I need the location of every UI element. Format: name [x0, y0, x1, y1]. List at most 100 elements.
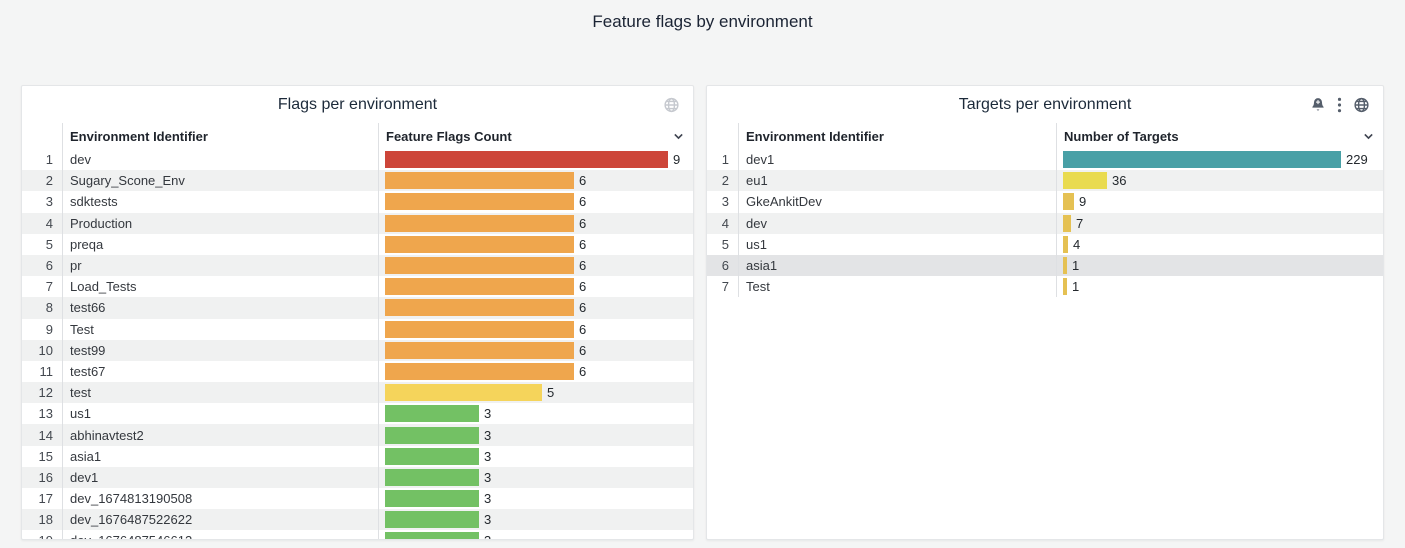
bar-gauge-cell: 6 [378, 233, 693, 255]
environment-identifier-cell: dev1 [738, 149, 1056, 171]
bar-value-label: 3 [484, 448, 492, 464]
table-row: 2 Sugary_Scone_Env 6 [22, 170, 693, 192]
environment-identifier-cell: asia1 [62, 445, 378, 467]
table-row: 3 GkeAnkitDev 9 [707, 191, 1383, 213]
column-header-environment-identifier[interactable]: Environment Identifier [62, 123, 378, 149]
row-index: 16 [38, 469, 53, 485]
table-row: 4 dev 7 [707, 212, 1383, 234]
bar-gauge [385, 511, 479, 529]
environment-identifier-cell: test99 [62, 339, 378, 361]
table-body: 1 dev1 229 2 eu1 36 3 GkeAnkitDev 9 4 dev 7 5 us1 4 6 as… [707, 149, 1383, 298]
row-index: 12 [38, 385, 53, 401]
table-row: 7 Load_Tests 6 [22, 276, 693, 298]
bar-value-label: 6 [579, 173, 587, 189]
table-row: 5 preqa 6 [22, 233, 693, 255]
bar-gauge-cell: 5 [378, 382, 693, 404]
panel-flags-per-environment: Flags per environment Environment Identi… [21, 85, 694, 540]
table-header-row: Environment Identifier Number of Targets [707, 123, 1383, 149]
bar-gauge [385, 257, 574, 275]
bar-value-label: 6 [579, 194, 587, 210]
bar-gauge [385, 426, 479, 444]
table-row: 16 dev1 3 [22, 466, 693, 488]
kebab-menu-icon[interactable] [1337, 96, 1342, 113]
row-index: 4 [45, 215, 53, 231]
bar-gauge-cell: 3 [378, 445, 693, 467]
environment-identifier-cell: test67 [62, 360, 378, 383]
bar-value-label: 3 [484, 427, 492, 443]
environment-identifier-cell: dev1 [62, 466, 378, 488]
row-index: 3 [45, 194, 53, 210]
environment-identifier-cell: preqa [62, 233, 378, 255]
bar-gauge [385, 235, 574, 253]
chevron-down-icon[interactable] [1362, 130, 1375, 143]
bar-value-label: 3 [484, 533, 491, 539]
bar-gauge [1063, 193, 1074, 211]
panel-title[interactable]: Flags per environment [277, 95, 438, 113]
bar-value-label: 3 [484, 406, 492, 422]
table-body: 1 dev 9 2 Sugary_Scone_Env 6 3 sdktests 6 4 Produc… [22, 149, 693, 539]
column-header-number-of-targets[interactable]: Number of Targets [1056, 123, 1383, 149]
globe-icon[interactable] [663, 96, 680, 113]
row-index: 6 [45, 258, 53, 274]
bar-value-label: 9 [1079, 194, 1087, 210]
bar-gauge-cell: 1 [1056, 276, 1383, 298]
chevron-down-icon[interactable] [672, 130, 685, 143]
environment-identifier-cell: dev_1674813190508 [62, 488, 378, 510]
table-row: 9 Test 6 [22, 318, 693, 340]
table-row: 11 test67 6 [22, 360, 693, 383]
row-index: 15 [38, 448, 53, 464]
row-index: 2 [721, 173, 729, 189]
panel-title[interactable]: Targets per environment [958, 95, 1132, 113]
environment-identifier-cell: Test [738, 276, 1056, 298]
bar-value-label: 6 [579, 236, 587, 252]
bar-gauge-cell: 6 [378, 276, 693, 298]
column-header-label: Feature Flags Count [386, 128, 512, 144]
environment-identifier-cell: abhinavtest2 [62, 424, 378, 446]
table-row: 4 Production 6 [22, 212, 693, 234]
environment-identifier-cell: test [62, 382, 378, 404]
row-index: 5 [45, 236, 53, 252]
column-header-feature-flags-count[interactable]: Feature Flags Count [378, 123, 693, 149]
row-index: 3 [721, 194, 729, 210]
bar-gauge-cell: 3 [378, 530, 693, 539]
bar-gauge [385, 447, 479, 465]
bar-gauge-cell: 6 [378, 212, 693, 234]
table-row: 19dev_1676487546612 3 [22, 530, 693, 539]
table-row: 1 dev1 229 [707, 149, 1383, 171]
environment-identifier-cell: GkeAnkitDev [738, 191, 1056, 213]
column-header-environment-identifier[interactable]: Environment Identifier [738, 123, 1056, 149]
environment-identifier-cell: dev_1676487546612 [62, 530, 378, 539]
bar-gauge-cell: 3 [378, 424, 693, 446]
row-index: 9 [45, 321, 53, 337]
bar-gauge-cell: 6 [378, 339, 693, 361]
row-index: 1 [45, 152, 53, 168]
environment-identifier-cell: pr [62, 254, 378, 277]
globe-icon[interactable] [1353, 96, 1370, 113]
bar-value-label: 3 [484, 469, 492, 485]
row-index: 4 [721, 215, 729, 231]
bar-gauge [385, 362, 574, 380]
table-row: 10 test99 6 [22, 339, 693, 361]
bar-value-label: 229 [1346, 152, 1368, 168]
row-index: 13 [38, 406, 53, 422]
bell-plus-icon[interactable] [1310, 97, 1326, 113]
row-index: 5 [721, 236, 729, 252]
bar-gauge-cell: 4 [1056, 233, 1383, 255]
bar-gauge [1063, 257, 1067, 275]
bar-gauge-cell: 9 [378, 149, 693, 171]
environment-identifier-cell: us1 [62, 403, 378, 425]
bar-value-label: 1 [1072, 279, 1080, 295]
row-index: 14 [38, 427, 53, 443]
panel-targets-per-environment: Targets per environment [706, 85, 1384, 540]
bar-gauge-cell: 6 [378, 360, 693, 383]
bar-gauge-cell: 1 [1056, 254, 1383, 277]
table-row: 6 asia1 1 [707, 254, 1383, 277]
bar-gauge [1063, 172, 1107, 190]
panel-header: Flags per environment [22, 86, 693, 123]
bar-gauge-cell: 3 [378, 488, 693, 510]
bar-value-label: 4 [1073, 236, 1081, 252]
row-index: 1 [721, 152, 729, 168]
dashboard-title: Feature flags by environment [592, 12, 813, 31]
environment-identifier-cell: Test [62, 318, 378, 340]
